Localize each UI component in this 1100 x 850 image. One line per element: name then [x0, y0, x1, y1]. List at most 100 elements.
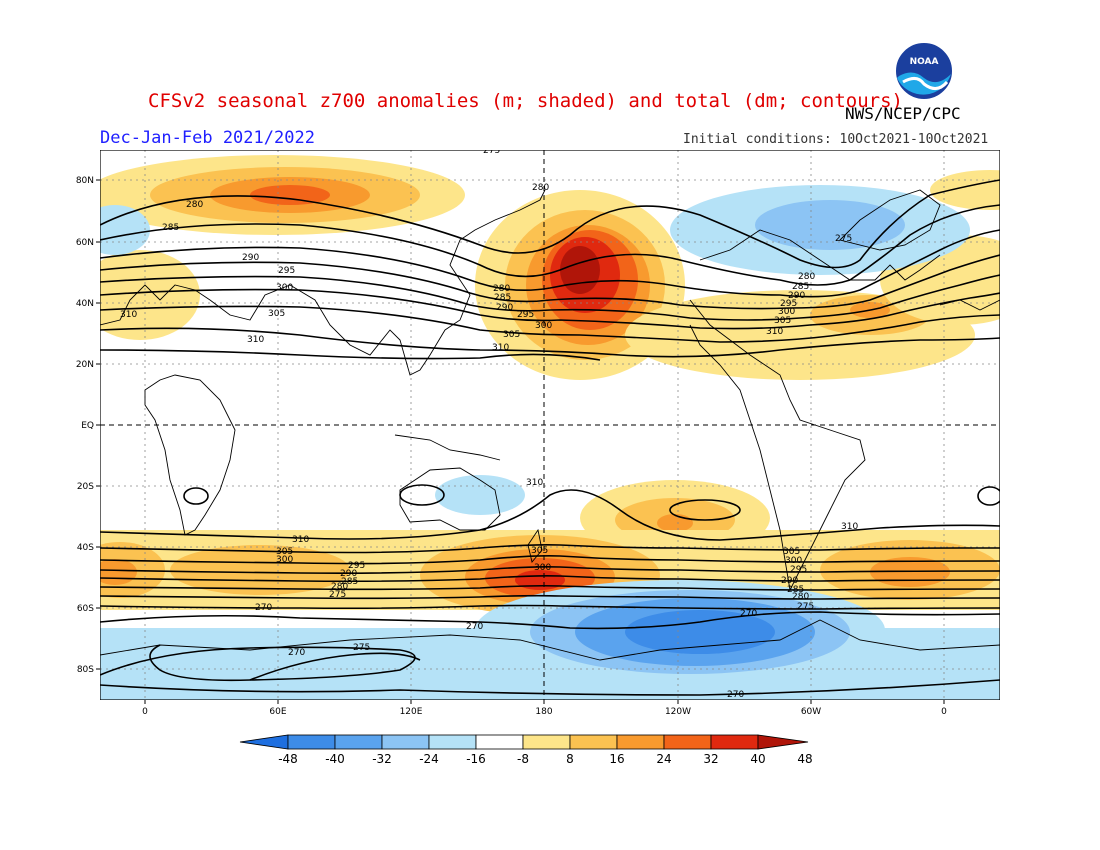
colorbar-tick-label: 24	[656, 752, 671, 766]
map-panel: 275 280 280 285 290 295 300 305 310 310 …	[100, 150, 1000, 700]
contour-label: 275	[329, 590, 346, 600]
colorbar-tick-label: 48	[797, 752, 812, 766]
contour-label: 285	[162, 223, 179, 233]
colorbar-segment	[287, 734, 336, 750]
contour-label: 295	[780, 299, 797, 309]
contour-label: 275	[797, 602, 814, 612]
colorbar-segment	[569, 734, 618, 750]
lat-label: 40S	[77, 543, 94, 553]
contour-label: 305	[276, 547, 293, 557]
contour-label: 275	[835, 234, 852, 244]
contour-label: 290	[788, 291, 805, 301]
colorbar-segment	[522, 734, 571, 750]
lat-label: 20S	[77, 482, 94, 492]
contour-label: 310	[247, 335, 264, 345]
contour-label: 305	[783, 547, 800, 557]
contour-label: 280	[792, 592, 809, 602]
lat-label: 80N	[76, 176, 94, 186]
colorbar-right-arrow	[757, 734, 809, 750]
contour-label: 295	[348, 561, 365, 571]
positive-anomaly-shading	[100, 155, 1000, 615]
contour-label: 310	[492, 343, 509, 353]
contour-label: 290	[340, 569, 357, 579]
lat-label: 20N	[76, 360, 94, 370]
contour-label: 270	[255, 603, 272, 613]
noaa-logo: NOAA	[894, 41, 954, 101]
lon-label: 60E	[269, 707, 286, 717]
chart-title: CFSv2 seasonal z700 anomalies (m; shaded…	[148, 90, 903, 112]
colorbar-tick-label: -24	[419, 752, 439, 766]
contour-labels-sh: 310 310 310 305 300 295 290 285 280 275 …	[255, 478, 858, 700]
contour-label: 300	[276, 555, 293, 565]
lat-axis: 80N 60N 40N 20N EQ 20S 40S 60S 80S	[76, 176, 100, 675]
organization-label: NWS/NCEP/CPC	[845, 104, 961, 123]
contour-label: 300	[534, 563, 551, 573]
lon-label: 180	[535, 707, 552, 717]
contour-label: 310	[841, 522, 858, 532]
lon-label: 0	[142, 707, 148, 717]
contour-label: 295	[790, 565, 807, 575]
contour-label: 280	[331, 582, 348, 592]
contour-label: 310	[292, 535, 309, 545]
contour-label: 275	[353, 643, 370, 653]
lon-label: 0	[941, 707, 947, 717]
colorbar-segment	[334, 734, 383, 750]
lon-label: 120E	[400, 707, 423, 717]
lon-label: 60W	[801, 707, 821, 717]
colorbar-tick-label: -32	[372, 752, 392, 766]
contour-label: 300	[535, 321, 552, 331]
contour-label: 300	[785, 556, 802, 566]
lat-lon-grid	[100, 150, 1000, 700]
lat-label: EQ	[81, 421, 94, 431]
colorbar-segment	[381, 734, 430, 750]
lat-label: 60N	[76, 238, 94, 248]
contour-label: 285	[494, 293, 511, 303]
contour-label: 305	[268, 309, 285, 319]
colorbar-segment	[616, 734, 665, 750]
lon-axis: 0 60E 120E 180 120W 60W 0	[142, 700, 947, 717]
contour-label: 280	[493, 284, 510, 294]
equator-dateline	[100, 150, 1000, 700]
colorbar-tick-label: 32	[703, 752, 718, 766]
contour-label: 290	[781, 576, 798, 586]
logo-text: NOAA	[910, 57, 939, 67]
contour-label: 270	[466, 622, 483, 632]
contour-label: 280	[186, 200, 203, 210]
colorbar-tick-label: -48	[278, 752, 298, 766]
colorbar-tick-label: -8	[517, 752, 529, 766]
season-label: Dec-Jan-Feb 2021/2022	[100, 128, 315, 148]
contour-label: 310	[526, 478, 543, 488]
contour-label: 300	[778, 307, 795, 317]
contour-label: 285	[792, 282, 809, 292]
contour-label: 270	[740, 609, 757, 619]
contour-label: 285	[341, 577, 358, 587]
contour-label: 280	[532, 183, 549, 193]
lat-label: 60S	[77, 604, 94, 614]
contour-label: 270	[727, 690, 744, 700]
contour-label: 280	[798, 272, 815, 282]
contour-label: 300	[276, 283, 293, 293]
negative-anomaly-shading	[100, 185, 1000, 700]
contour-label: 305	[503, 330, 520, 340]
contour-label: 295	[278, 266, 295, 276]
initial-conditions-label: Initial conditions: 10Oct2021-10Oct2021	[683, 132, 989, 147]
contour-label: 305	[531, 546, 548, 556]
contour-label: 275	[483, 150, 500, 156]
colorbar-segment	[428, 734, 477, 750]
contour-label: 310	[766, 327, 783, 337]
colorbar-segment	[710, 734, 759, 750]
colorbar-tick-label: 40	[750, 752, 765, 766]
colorbar-left-arrow	[239, 734, 289, 750]
contour-label: 270	[288, 648, 305, 658]
total-height-contours	[100, 179, 1000, 696]
contour-label: 290	[242, 253, 259, 263]
colorbar-segment	[663, 734, 712, 750]
colorbar-tick-label: -40	[325, 752, 345, 766]
lat-label: 80S	[77, 665, 94, 675]
colorbar-tick-label: -16	[466, 752, 486, 766]
colorbar-segment	[475, 734, 524, 750]
contour-label: 305	[774, 316, 791, 326]
contour-label: 295	[517, 310, 534, 320]
contour-label: 310	[120, 310, 137, 320]
colorbar-tick-label: 16	[609, 752, 624, 766]
